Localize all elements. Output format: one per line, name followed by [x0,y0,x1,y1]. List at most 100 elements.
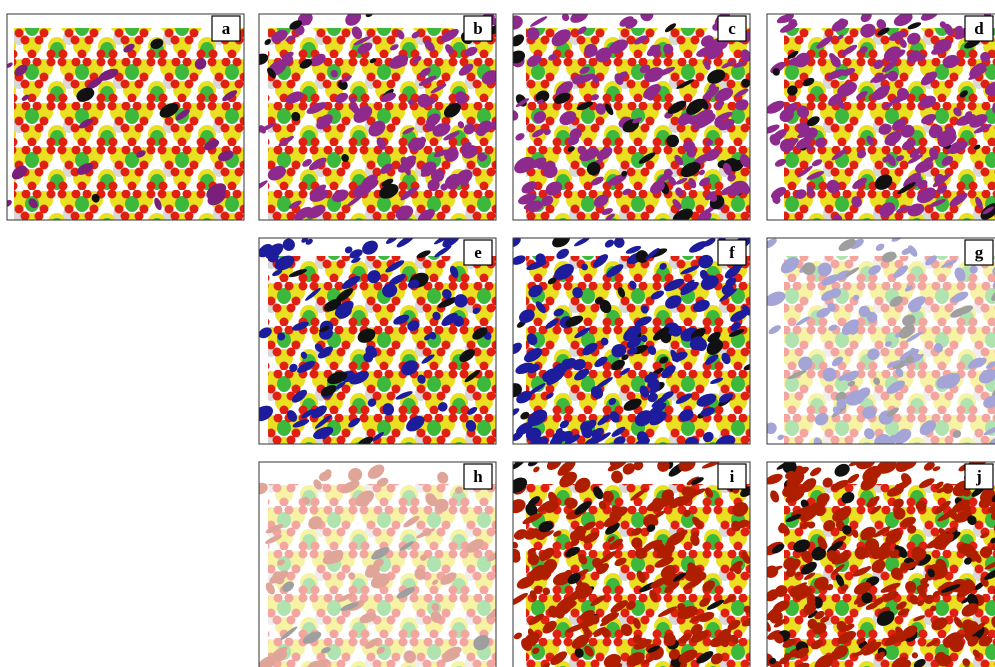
density-blob [464,46,478,57]
density-blob [521,181,537,194]
density-blob [513,255,526,265]
density-blob [980,51,991,63]
density-blob [581,263,588,271]
density-blob [609,411,620,423]
panel [259,14,496,220]
density-blob [707,69,726,84]
density-blob [282,238,295,251]
density-blob [800,561,817,575]
density-blob [554,92,571,104]
density-blob [653,542,665,552]
density-blob [552,238,570,248]
density-blob [936,184,948,194]
density-blob [348,417,361,428]
density-blob [527,363,540,374]
density-blob [544,500,559,513]
density-blob [673,572,686,582]
density-blob [669,496,684,509]
density-blob [481,70,496,85]
density-blob [490,121,496,130]
density-blob [853,596,864,605]
density-blob [457,121,465,129]
density-blob [836,34,844,40]
density-blob [542,587,551,596]
density-blob [797,130,813,139]
density-blob [620,623,633,637]
density-blob [305,287,321,301]
density-blob [702,86,720,101]
density-blob [826,540,844,554]
density-blob [851,529,859,538]
density-blob [871,546,891,560]
density-blob [793,662,810,667]
density-blob [272,269,283,277]
density-blob [934,500,951,515]
label-box [211,15,241,42]
density-blob [659,262,667,270]
density-blob [613,238,625,248]
density-blob [611,470,623,484]
density-blob [897,182,916,195]
density-blob [545,318,559,329]
density-blob [434,245,452,258]
density-blob [583,531,600,544]
density-blob [644,67,664,83]
lattice [14,28,244,220]
density-blob [524,528,541,540]
density-blob [907,154,924,164]
density-blob [477,152,486,161]
density-blob [442,289,452,299]
density-blob [840,44,858,56]
density-blob [614,73,624,85]
density-blob [915,500,927,512]
density-blob [670,325,683,337]
density-blob [979,488,995,503]
density-blob [698,611,715,623]
density-blob [443,102,461,118]
density-blob [306,102,327,114]
density-blob [923,462,935,471]
density-blob [433,149,450,158]
label-box [463,239,493,266]
fade [259,462,496,667]
density-blob [982,206,995,215]
panel-border [258,237,497,445]
density-blob [579,147,600,162]
density-blob [860,23,876,38]
density-blob [647,345,657,356]
density-blob [569,128,582,140]
density-blob [885,49,906,62]
density-blob [725,277,737,287]
density-blob [722,162,732,176]
density-blob [936,533,954,549]
density-blob [599,551,617,564]
density-blob [590,595,606,607]
density-blob [679,633,692,644]
density-blob [784,652,792,661]
density-blob [895,462,914,472]
density-blob [842,525,852,535]
density-blob [939,21,947,29]
panel-border [512,461,751,667]
density-blob [654,556,674,568]
density-blob [513,499,526,514]
density-blob [953,107,962,117]
density-blob [882,102,893,109]
panel-border [6,13,245,221]
density-blob [527,553,540,566]
density-blob [278,135,294,147]
density-blob [561,14,570,22]
density-blob [811,639,824,650]
density-blob [978,635,993,647]
density-blob [381,178,394,187]
density-blob [564,546,580,557]
density-blob [380,163,393,174]
density-blob [527,383,546,396]
density-blob [513,462,527,470]
density-blob [831,19,849,32]
density-blob [464,370,480,383]
density-blob [961,619,974,630]
density-blob [891,656,907,667]
density-blob [650,577,668,589]
density-blob [675,393,693,404]
